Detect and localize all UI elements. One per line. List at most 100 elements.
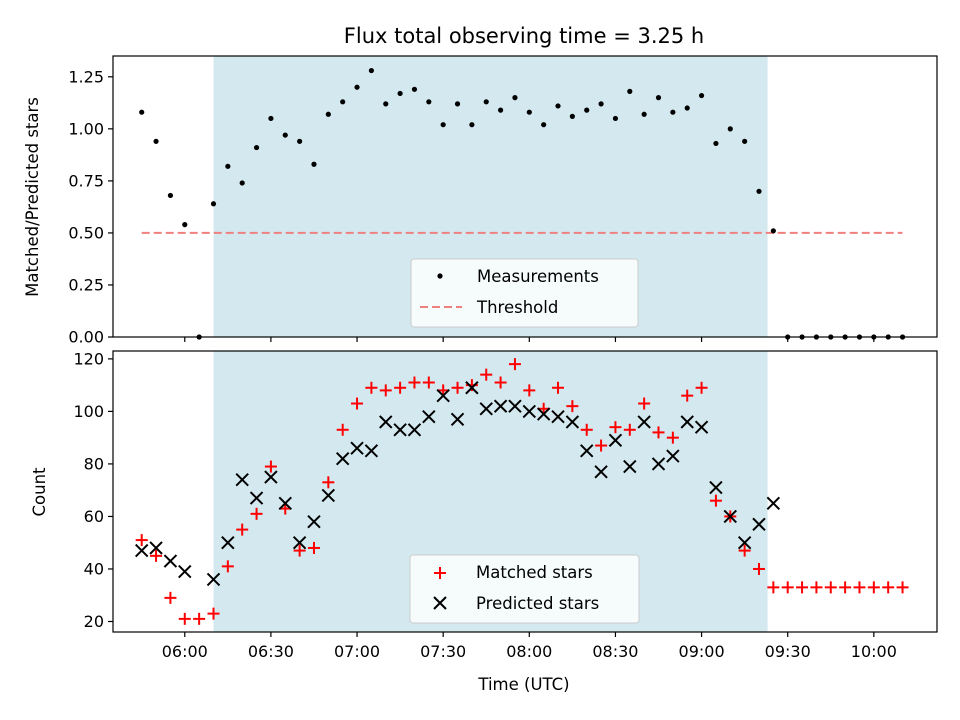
measurement-point [454, 101, 461, 107]
measurement-point [684, 105, 690, 111]
predicted-star-point [278, 496, 292, 511]
matched-star-point [853, 581, 866, 594]
predicted-star-point [465, 381, 479, 395]
matched-star-point [250, 507, 263, 520]
measurement-point [354, 84, 360, 90]
matched-star-point [150, 549, 163, 562]
predicted-star-point [307, 514, 321, 529]
measurement-point [569, 113, 575, 119]
legend-measurements-marker [437, 273, 443, 279]
matched-star-point [178, 612, 191, 625]
predicted-star-point [364, 444, 379, 458]
measurement-point [584, 107, 590, 113]
measurement-point [756, 188, 762, 194]
matched-star-point [365, 381, 378, 394]
top-plot-frame [112, 55, 938, 338]
x-tick-label: 10:00 [851, 642, 897, 661]
predicted-star-point [264, 470, 278, 484]
predicted-star-point [752, 517, 766, 532]
matched-star-point [193, 612, 206, 625]
measurement-point [325, 111, 331, 117]
matched-star-point [135, 534, 148, 547]
matched-star-point [236, 523, 249, 536]
top-legend-box [410, 258, 639, 328]
measurement-point [139, 109, 145, 115]
predicted-star-point [350, 441, 364, 455]
measurement-point [210, 201, 217, 207]
matched-star-point [351, 397, 364, 410]
matched-star-point [494, 376, 507, 389]
predicted-star-point [436, 388, 450, 403]
predicted-star-point [666, 449, 680, 463]
x-tick-label: 08:30 [592, 642, 638, 661]
measurement-point [627, 88, 633, 94]
predicted-star-point [249, 491, 264, 505]
bottom-y-tick-label: 80 [84, 454, 104, 473]
matched-star-point [164, 591, 177, 604]
matched-star-point [422, 376, 435, 389]
measurement-point [469, 122, 475, 128]
measurement-point [268, 115, 274, 122]
predicted-star-point [135, 543, 149, 558]
x-tick-label: 06:30 [248, 642, 294, 661]
matched-star-point [767, 581, 780, 594]
matched-star-point [221, 560, 234, 573]
predicted-star-point [709, 480, 723, 495]
predicted-star-point [551, 409, 565, 424]
top-y-tick-label: 1.25 [68, 67, 104, 86]
predicted-star-point [680, 415, 694, 429]
predicted-star-point [407, 423, 422, 437]
matched-star-point [810, 581, 823, 594]
predicted-star-point [163, 554, 178, 568]
matched-star-point [681, 389, 694, 402]
matched-star-point [882, 581, 895, 594]
measurement-point [426, 99, 432, 105]
predicted-star-point [221, 536, 235, 550]
predicted-star-point [479, 402, 493, 416]
measurement-point [770, 228, 776, 234]
matched-star-point [293, 544, 306, 557]
measurement-point [239, 180, 245, 186]
predicted-star-point [321, 488, 336, 503]
predicted-star-point [493, 399, 508, 413]
bottom-plot-frame [112, 350, 938, 633]
matched-star-point [566, 400, 579, 413]
bottom-points-group [135, 358, 909, 625]
predicted-star-point [292, 536, 307, 550]
bottom-y-axis: 20 40 60 80 100 120 [73, 349, 113, 631]
matched-star-point [394, 381, 407, 394]
predicted-star-point [379, 415, 393, 429]
x-tick-label: 07:30 [420, 642, 466, 661]
predicted-star-point [235, 472, 249, 487]
matched-star-point [695, 381, 708, 394]
matched-star-point [322, 476, 335, 489]
matched-star-point [824, 581, 837, 594]
legend-matched-marker [434, 567, 446, 579]
matched-star-point [552, 381, 565, 394]
matched-star-point [379, 384, 392, 397]
matched-star-point [638, 397, 651, 410]
predicted-star-point [450, 412, 465, 426]
legend-predicted-marker [433, 596, 447, 610]
matched-star-point [207, 607, 220, 620]
matched-star-point [623, 423, 636, 436]
predicted-star-point [178, 564, 192, 579]
bottom-y-tick-label: 120 [73, 349, 104, 368]
legend-threshold-label: Threshold [476, 298, 558, 317]
top-y-axis-label: Matched/Predicted stars [23, 97, 42, 297]
top-y-tick-label: 0.50 [68, 223, 104, 242]
predicted-star-point [580, 444, 594, 458]
measurement-point [397, 90, 403, 97]
predicted-star-point [335, 451, 350, 466]
measurement-point [512, 95, 518, 101]
measurement-point [297, 138, 303, 144]
x-tick-label: 07:00 [334, 642, 380, 661]
predicted-star-point [623, 459, 637, 474]
measurement-point [411, 86, 418, 92]
predicted-star-point [608, 433, 623, 447]
measurement-point [497, 107, 504, 113]
measurement-point [311, 161, 317, 167]
matched-star-point [408, 376, 421, 389]
matched-star-point [580, 423, 593, 436]
